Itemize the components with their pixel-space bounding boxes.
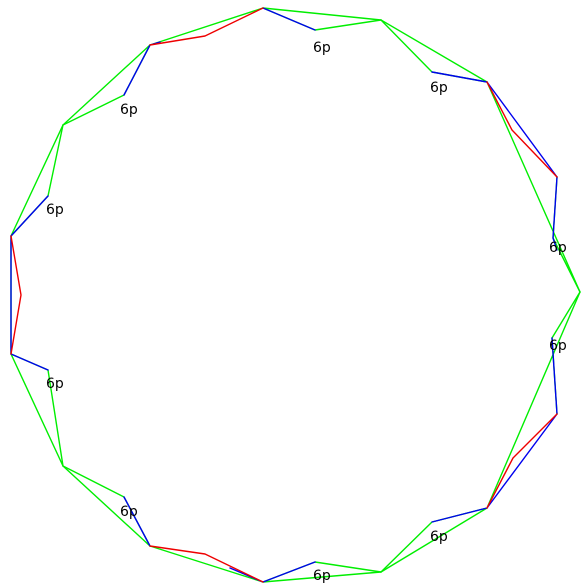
label-bottom-right: 6p <box>430 529 448 545</box>
labels: 6p 6p 6p 6p 6p 6p 6p 6p 6p 6p <box>46 40 567 584</box>
label-bottom: 6p <box>313 568 331 584</box>
label-left-upper: 6p <box>46 202 64 218</box>
green-outline <box>10 7 581 583</box>
blue-segment <box>262 7 316 31</box>
blue-segment <box>10 195 49 371</box>
label-top-right: 6p <box>430 80 448 96</box>
green-segment <box>10 7 581 583</box>
label-top-left: 6p <box>120 102 138 118</box>
blue-segment <box>123 496 151 547</box>
green-segment <box>552 176 581 293</box>
red-segment <box>486 81 558 178</box>
red-segment <box>149 545 264 583</box>
red-outline <box>10 7 558 583</box>
blue-segment <box>552 176 558 251</box>
blue-segment <box>431 71 558 178</box>
blue-segment <box>431 337 558 523</box>
label-left-lower: 6p <box>46 376 64 392</box>
red-segment <box>10 235 22 355</box>
green-segment <box>262 7 382 31</box>
blue-segment <box>123 41 161 96</box>
label-right-upper: 6p <box>549 240 567 256</box>
label-bottom-left: 6p <box>120 504 138 520</box>
label-top: 6p <box>313 40 331 56</box>
blue-outline <box>10 7 558 583</box>
label-right-lower: 6p <box>549 338 567 354</box>
red-segment <box>149 7 264 46</box>
red-segment <box>486 413 558 509</box>
